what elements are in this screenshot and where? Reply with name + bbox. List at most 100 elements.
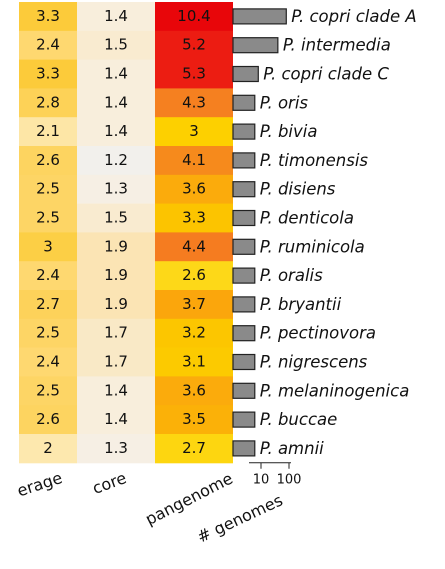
cell-label: 2.6 — [36, 410, 60, 428]
cell-label: 2.4 — [36, 353, 60, 371]
bar — [232, 267, 256, 284]
cell-label: 4.1 — [182, 151, 206, 169]
bar — [232, 440, 256, 457]
species-label: P. timonensis — [260, 151, 369, 170]
species-label: P. disiens — [260, 180, 336, 199]
heat-cell — [155, 59, 233, 89]
cell-label: 1.5 — [104, 209, 128, 227]
bar — [232, 181, 256, 198]
cell-label: 1.4 — [104, 93, 128, 111]
cell-label: 2.7 — [36, 295, 60, 313]
cell-label: 2 — [43, 439, 53, 457]
species-label: P. buccae — [260, 410, 338, 429]
cell-label: 10.4 — [177, 7, 210, 25]
heat-cell — [77, 174, 155, 205]
cell-label: 1.4 — [104, 122, 128, 140]
heat-cell — [19, 203, 77, 233]
species-label: P. copri clade A — [291, 7, 416, 26]
heat-cell — [19, 88, 77, 118]
cell-label: 2.4 — [36, 266, 60, 284]
cell-label: 3 — [43, 237, 53, 255]
heat-cell — [155, 117, 233, 147]
cell-label: 1.7 — [104, 324, 128, 342]
species-label: P. bivia — [260, 122, 318, 141]
bar — [232, 296, 256, 313]
bar — [232, 382, 256, 399]
heat-cell — [19, 30, 77, 61]
heat-cell — [155, 88, 233, 118]
heat-cell — [19, 405, 77, 435]
cell-label: 1.9 — [104, 266, 128, 284]
heat-cell — [77, 2, 155, 32]
heat-cell — [19, 117, 77, 147]
heat-cell — [77, 376, 155, 406]
heat-cell — [77, 117, 155, 147]
cell-label: 3.3 — [36, 7, 60, 25]
cell-label: 1.2 — [104, 151, 128, 169]
heat-cell — [19, 232, 77, 262]
cell-label: 1.4 — [104, 65, 128, 83]
heat-cell — [155, 30, 233, 61]
cell-label: 4.3 — [182, 93, 206, 111]
species-label: P. oralis — [260, 266, 323, 285]
heat-cell — [77, 290, 155, 320]
heat-cell — [77, 347, 155, 377]
species-label: P. intermedia — [283, 36, 391, 55]
cell-label: 1.3 — [104, 439, 128, 457]
cell-label: 1.4 — [104, 7, 128, 25]
heat-cell — [19, 290, 77, 320]
heat-cell — [77, 30, 155, 61]
heat-cell — [77, 318, 155, 349]
bar — [232, 411, 256, 428]
heat-cell — [19, 174, 77, 205]
heat-cell — [19, 59, 77, 89]
heat-cell — [19, 318, 77, 349]
cell-label: 2.6 — [182, 266, 206, 284]
bar — [232, 209, 256, 227]
bar — [232, 37, 279, 54]
bar — [232, 325, 256, 342]
cell-label: 1.9 — [104, 295, 128, 313]
species-label: P. pectinovora — [260, 324, 376, 343]
heat-cell — [77, 59, 155, 89]
heat-cell — [77, 232, 155, 262]
cell-label: 1.4 — [104, 381, 128, 399]
cell-label: 3.3 — [182, 209, 206, 227]
heat-cell — [19, 261, 77, 291]
species-label: P. nigrescens — [260, 353, 368, 372]
cell-label: 3.7 — [182, 295, 206, 313]
heat-cell — [19, 376, 77, 406]
cell-label: 2.8 — [36, 93, 60, 111]
heat-cell — [155, 290, 233, 320]
cell-label: 2.7 — [182, 439, 206, 457]
heat-cell — [19, 434, 77, 464]
species-label: P. copri clade C — [263, 65, 389, 84]
heat-cell — [155, 174, 233, 205]
cell-label: 5.2 — [182, 36, 206, 54]
cell-label: 3.3 — [36, 65, 60, 83]
cell-label: 2.5 — [36, 180, 60, 198]
cell-label: 5.3 — [182, 65, 206, 83]
bar — [232, 94, 256, 111]
cell-label: 2.4 — [36, 36, 60, 54]
heat-cell — [77, 434, 155, 464]
cell-label: 2.1 — [36, 122, 60, 140]
bar — [232, 8, 287, 25]
species-label: P. denticola — [260, 209, 354, 228]
heat-cell — [19, 347, 77, 377]
species-label: P. melaninogenica — [260, 381, 410, 400]
heat-cell — [77, 261, 155, 291]
cell-label: 3.6 — [182, 381, 206, 399]
bar — [232, 238, 256, 255]
cell-label: 3.6 — [182, 180, 206, 198]
cell-label: 1.7 — [104, 353, 128, 371]
cell-label: 3.5 — [182, 410, 206, 428]
species-label: P. amnii — [260, 439, 324, 458]
bar — [232, 123, 256, 140]
species-label: P. oris — [260, 93, 309, 112]
heat-cell — [155, 376, 233, 406]
heat-cell — [155, 347, 233, 377]
cell-label: 1.3 — [104, 180, 128, 198]
heat-cell — [155, 146, 233, 176]
